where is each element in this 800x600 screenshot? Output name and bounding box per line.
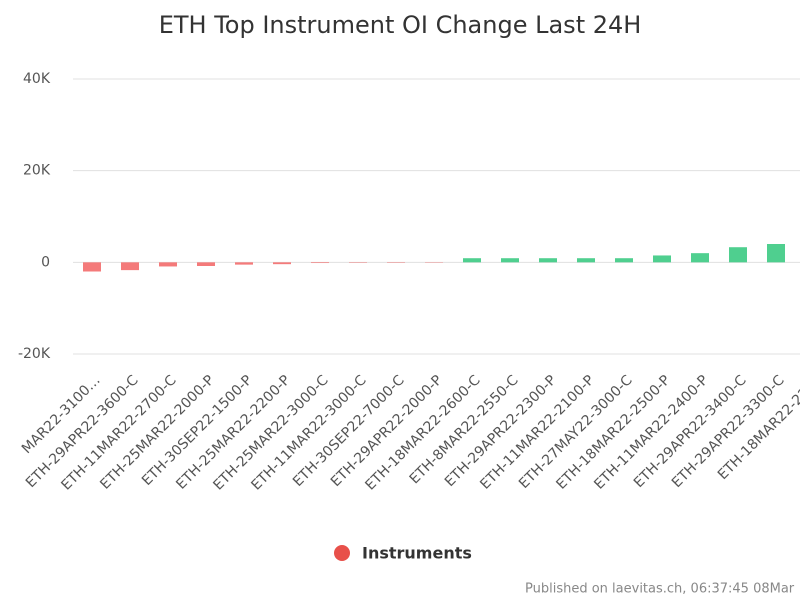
- y-tick-label: -20K: [18, 346, 51, 362]
- bar: [463, 258, 481, 263]
- bar: [577, 258, 595, 263]
- bar: [83, 262, 101, 272]
- bar: [159, 262, 177, 267]
- bar: [197, 262, 215, 266]
- bar: [311, 262, 329, 264]
- bar: [615, 258, 633, 263]
- credit: Published on laevitas.ch, 06:37:45 08Mar: [525, 582, 795, 597]
- bar: [539, 258, 557, 263]
- bar: [121, 262, 139, 271]
- bar: [235, 262, 253, 265]
- legend-label[interactable]: Instruments: [362, 544, 472, 563]
- y-tick-label: 20K: [23, 163, 51, 179]
- bar: [273, 262, 291, 265]
- y-tick-label: 0: [41, 254, 50, 270]
- chart-title: ETH Top Instrument OI Change Last 24H: [159, 11, 642, 39]
- bar: [729, 247, 747, 263]
- y-tick-label: 40K: [23, 71, 51, 87]
- legend-marker: [334, 545, 350, 561]
- bar: [767, 244, 785, 263]
- bar: [691, 253, 709, 263]
- bar: [653, 255, 671, 263]
- bar: [501, 258, 519, 263]
